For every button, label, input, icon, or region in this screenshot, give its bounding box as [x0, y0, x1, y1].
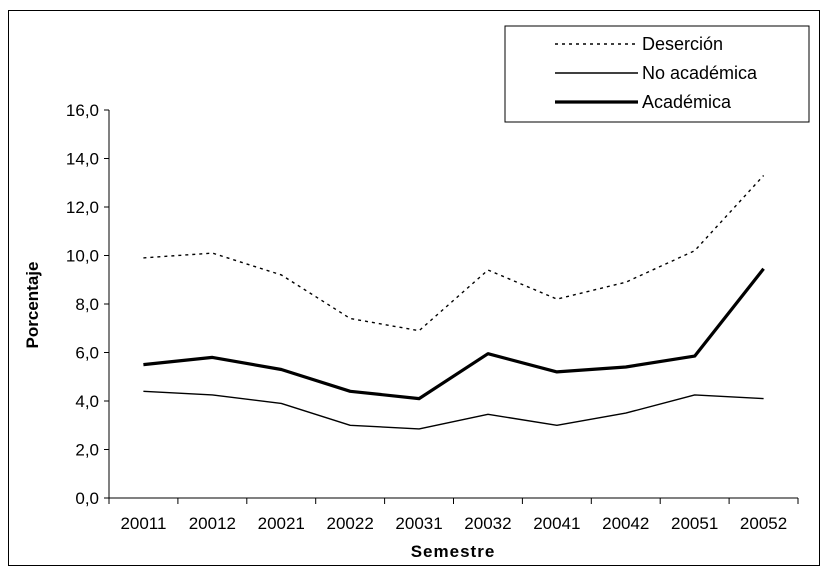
y-tick-label: 12,0: [66, 198, 99, 217]
x-axis: 20011 20012 20021 20022 20031 20032 20041 20042…: [108, 497, 799, 533]
y-tick-label: 2,0: [75, 441, 99, 460]
x-tick-label: 20022: [327, 514, 374, 533]
x-tick-label: 20042: [602, 514, 649, 533]
legend-label: Académica: [642, 92, 732, 112]
plot-area: [143, 175, 765, 430]
legend-label: No académica: [642, 63, 758, 83]
y-tick-label: 10,0: [66, 247, 99, 266]
x-tick-label: 20041: [533, 514, 580, 533]
y-tick-label: 6,0: [75, 344, 99, 363]
y-axis: 0,0 2,0 4,0 6,0 8,0 10,0 12,0 14,0 16,0: [66, 101, 110, 508]
y-tick-label: 14,0: [66, 150, 99, 169]
x-tick-label: 20012: [189, 514, 236, 533]
x-tick-label: 20011: [120, 514, 166, 533]
y-tick-label: 16,0: [66, 101, 99, 120]
legend: Deserción No académica Académica: [504, 25, 810, 123]
series-line-1: [143, 390, 764, 430]
x-tick-label: 20021: [258, 514, 305, 533]
series-line-2: [143, 267, 765, 401]
series-line-0: [143, 175, 765, 332]
x-tick-label: 20051: [671, 514, 718, 533]
y-tick-label: 4,0: [75, 392, 99, 411]
legend-label: Deserción: [642, 34, 723, 54]
y-tick-label: 0,0: [75, 489, 99, 508]
legend-box: [504, 25, 810, 123]
x-axis-title: Semestre: [411, 542, 496, 561]
y-tick-label: 8,0: [75, 295, 99, 314]
x-tick-label: 20031: [395, 514, 442, 533]
y-axis-title: Porcentaje: [23, 262, 42, 349]
x-tick-label: 20032: [464, 514, 511, 533]
x-tick-label: 20052: [740, 514, 787, 533]
